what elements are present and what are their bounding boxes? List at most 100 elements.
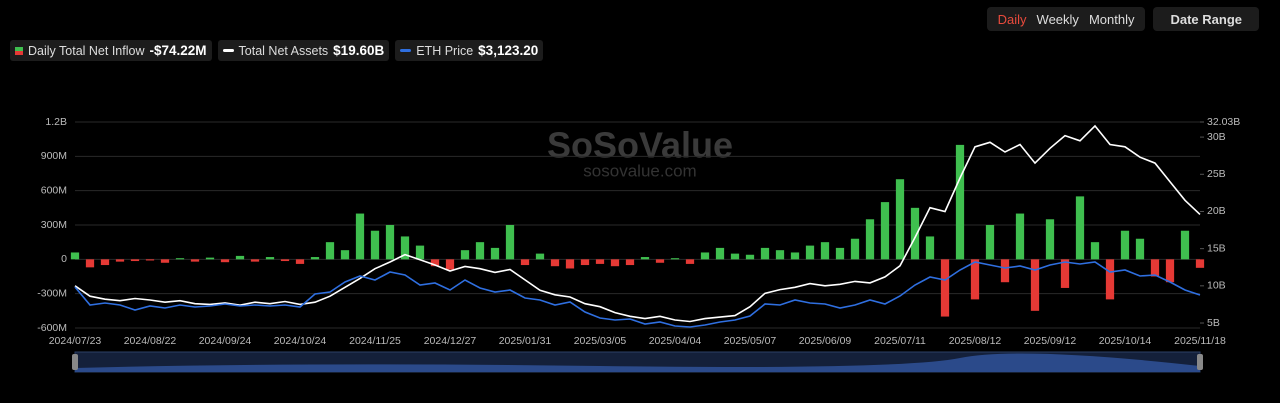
x-tick-label: 2024/07/23: [49, 335, 102, 347]
bar: [610, 259, 620, 267]
bar: [580, 259, 590, 266]
x-tick-label: 2025/04/04: [649, 335, 702, 347]
bar: [700, 252, 710, 260]
legend-label: Daily Total Net Inflow: [28, 43, 145, 58]
bar: [685, 259, 695, 264]
bar: [1120, 230, 1130, 260]
bar: [100, 259, 110, 266]
period-tab[interactable]: Monthly: [1088, 11, 1135, 27]
bar: [190, 259, 200, 262]
bar: [85, 259, 95, 268]
bar: [475, 242, 485, 260]
y-tick-label: 600M: [41, 184, 67, 196]
x-tick-label: 2025/08/12: [949, 335, 1002, 347]
bar: [1030, 259, 1040, 311]
x-tick-label: 2024/08/22: [124, 335, 177, 347]
legend-item[interactable]: Daily Total Net Inflow -$74.22M: [10, 40, 212, 61]
bar: [805, 245, 815, 260]
bar: [310, 257, 320, 260]
bar: [850, 238, 860, 260]
bar: [970, 259, 980, 300]
line: [74, 124, 1201, 323]
bar: [1015, 213, 1025, 260]
bar: [535, 253, 545, 260]
line: [74, 261, 1201, 328]
bar: [400, 236, 410, 260]
bar: [895, 179, 905, 260]
bar: [595, 259, 605, 264]
date-range-label[interactable]: Date Range: [1170, 11, 1242, 27]
bar: [490, 247, 500, 260]
legend-item[interactable]: ETH Price $3,123.20: [395, 40, 544, 61]
navigator-handle[interactable]: [1197, 354, 1203, 370]
y2-tick-label: 10B: [1207, 280, 1226, 292]
bar: [790, 252, 800, 260]
bar: [1165, 259, 1175, 283]
y-tick-label: 1.2B: [45, 116, 67, 128]
y2-tick-label: 32.03B: [1207, 116, 1240, 128]
bar: [1150, 259, 1160, 277]
legend-item[interactable]: Total Net Assets $19.60B: [217, 40, 390, 61]
bar: [730, 253, 740, 260]
bar: [205, 257, 215, 260]
y2-tick-label: 25B: [1207, 168, 1226, 180]
bar: [160, 259, 170, 263]
bar: [145, 259, 155, 261]
bar: [835, 247, 845, 260]
bar: [550, 259, 560, 267]
bar: [625, 259, 635, 266]
bar: [865, 219, 875, 260]
bar: [445, 259, 455, 270]
y-tick-label: -600M: [37, 322, 67, 334]
bar: [385, 225, 395, 260]
x-tick-label: 2024/09/24: [199, 335, 252, 347]
bar: [910, 207, 920, 260]
bar: [1045, 219, 1055, 260]
bar: [340, 250, 350, 260]
bar: [565, 259, 575, 269]
watermark-brand: SoSoValue: [547, 125, 733, 166]
bar: [640, 257, 650, 260]
legend-label: Total Net Assets: [238, 43, 329, 58]
bar: [280, 259, 290, 262]
navigator-handle[interactable]: [72, 354, 78, 370]
bar: [1000, 259, 1010, 283]
x-tick-label: 2025/07/11: [874, 335, 926, 347]
bar: [1135, 238, 1145, 260]
legend-value: $3,123.20: [478, 43, 539, 58]
bar: [1180, 230, 1190, 260]
bar: [265, 257, 275, 260]
legend-swatch: [15, 46, 23, 55]
y2-tick-label: 20B: [1207, 205, 1226, 217]
watermark-site: sosovalue.com: [583, 161, 696, 180]
bar: [250, 259, 260, 262]
legend: Daily Total Net Inflow -$74.22M Total Net …: [10, 40, 544, 61]
legend-swatch: [222, 49, 234, 52]
bar: [220, 259, 230, 263]
x-tick-label: 2025/06/09: [799, 335, 852, 347]
legend-value: -$74.22M: [149, 43, 207, 58]
y-tick-label: 900M: [41, 150, 67, 162]
x-tick-label: 2025/09/12: [1024, 335, 1077, 347]
date-range-button[interactable]: Date Range: [1153, 7, 1259, 31]
x-tick-label: 2025/11/18: [1174, 335, 1226, 347]
y2-tick-label: 30B: [1207, 131, 1226, 143]
bar: [1105, 259, 1115, 300]
bar: [355, 213, 365, 260]
legend-swatch: [400, 49, 412, 52]
x-tick-label: 2024/11/25: [349, 335, 401, 347]
bar: [520, 259, 530, 266]
period-tab[interactable]: Weekly: [1036, 11, 1079, 27]
bar: [1195, 259, 1205, 268]
x-tick-label: 2025/01/31: [499, 335, 552, 347]
bar: [130, 259, 140, 262]
period-tab[interactable]: Daily: [997, 11, 1027, 27]
y2-tick-label: 5B: [1207, 317, 1220, 329]
bar: [670, 258, 680, 260]
bar: [655, 259, 665, 263]
period-switch: Daily Weekly Monthly: [986, 7, 1146, 31]
bar: [430, 259, 440, 267]
bar: [415, 245, 425, 260]
